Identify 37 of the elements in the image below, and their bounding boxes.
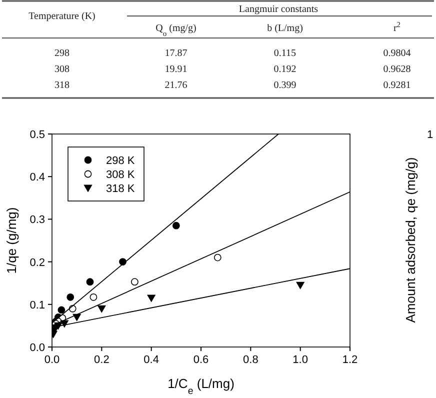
text: 0.9804 (383, 48, 411, 59)
y-tick-label: 0.1 (30, 299, 45, 312)
y-tick-label: 0.5 (30, 129, 45, 141)
x-tick-label: 0.0 (44, 354, 60, 366)
legend-label: 318 K (106, 183, 136, 195)
x-tick-label: 0.2 (94, 354, 110, 366)
category-label: Temperature (K) (28, 11, 96, 22)
category-label: Q$_{o}$ (mg/g) (156, 23, 196, 38)
y-tick-label: 0.4 (30, 172, 45, 184)
text: 0.399 (274, 80, 296, 91)
text: 19.91 (164, 64, 188, 75)
text: 0.115 (274, 48, 296, 59)
text: 0.192 (274, 64, 296, 75)
text: Langmuir constants (238, 4, 318, 15)
text: 0.9281 (383, 80, 411, 91)
y-tick-label: 0.3 (30, 214, 45, 226)
text: 17.87 (164, 48, 188, 59)
y-tick-label: 0.2 (30, 256, 45, 269)
y-tick-label: 0.0 (30, 342, 45, 354)
text: 1 (427, 129, 434, 141)
y-axis-title: 1/qe (g/mg) (4, 207, 19, 274)
x-tick-label: 1.0 (292, 354, 308, 366)
category-label: b (L/mg) (267, 23, 303, 34)
x-tick-label: 0.8 (243, 354, 258, 366)
x-axis-title: 1/C$_{e}$ (L/mg) (168, 376, 234, 396)
text: 318 (54, 80, 70, 91)
text: 21.76 (164, 80, 188, 91)
text: 308 (54, 64, 70, 75)
text: 0.9628 (383, 64, 411, 75)
x-tick-label: 1.2 (342, 354, 358, 366)
legend-label: 298 K (106, 155, 136, 167)
text: Amount adsorbed, qe (mg/g) (403, 157, 418, 323)
x-tick-label: 0.6 (193, 354, 209, 366)
category-label: r$^{2}$ (393, 20, 401, 34)
text: 298 (54, 48, 70, 59)
legend-label: 308 K (106, 169, 136, 181)
x-tick-label: 0.4 (144, 354, 159, 366)
